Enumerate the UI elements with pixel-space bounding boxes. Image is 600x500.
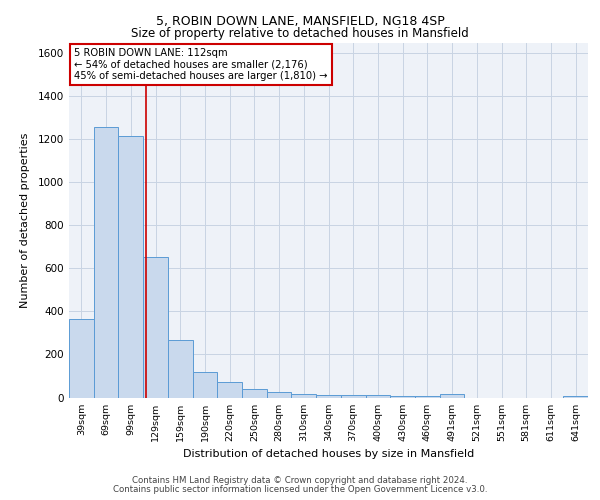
Text: 5, ROBIN DOWN LANE, MANSFIELD, NG18 4SP: 5, ROBIN DOWN LANE, MANSFIELD, NG18 4SP [155,15,445,28]
Bar [143,256,168,398]
Y-axis label: Number of detached properties: Number of detached properties [20,132,29,308]
Bar [365,396,390,398]
Bar [316,395,341,398]
Bar [341,396,365,398]
Bar [563,396,588,398]
Text: 5 ROBIN DOWN LANE: 112sqm
← 54% of detached houses are smaller (2,176)
45% of se: 5 ROBIN DOWN LANE: 112sqm ← 54% of detac… [74,48,328,81]
Text: Size of property relative to detached houses in Mansfield: Size of property relative to detached ho… [131,28,469,40]
Text: Contains HM Land Registry data © Crown copyright and database right 2024.: Contains HM Land Registry data © Crown c… [132,476,468,485]
Bar [415,396,440,398]
X-axis label: Distribution of detached houses by size in Mansfield: Distribution of detached houses by size … [183,449,474,459]
Bar [193,372,217,398]
Bar [242,390,267,398]
Bar [390,396,415,398]
Bar [168,340,193,398]
Bar [440,394,464,398]
Text: Contains public sector information licensed under the Open Government Licence v3: Contains public sector information licen… [113,484,487,494]
Bar [69,319,94,398]
Bar [217,382,242,398]
Bar [292,394,316,398]
Bar [118,136,143,398]
Bar [267,392,292,398]
Bar [94,128,118,398]
